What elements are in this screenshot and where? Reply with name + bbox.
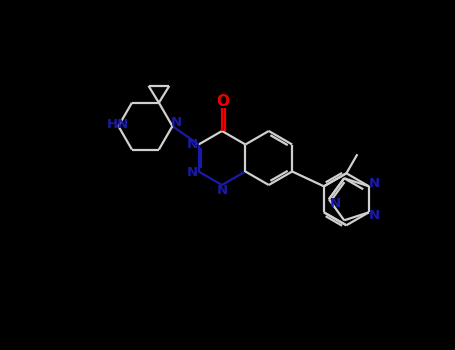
- Text: N: N: [171, 116, 182, 129]
- Text: N: N: [187, 166, 198, 179]
- Text: O: O: [217, 93, 229, 108]
- Text: N: N: [369, 177, 379, 190]
- Text: N: N: [187, 138, 198, 151]
- Text: HN: HN: [106, 118, 129, 131]
- Text: N: N: [369, 209, 379, 222]
- Text: N: N: [217, 183, 228, 196]
- Text: N: N: [329, 197, 340, 210]
